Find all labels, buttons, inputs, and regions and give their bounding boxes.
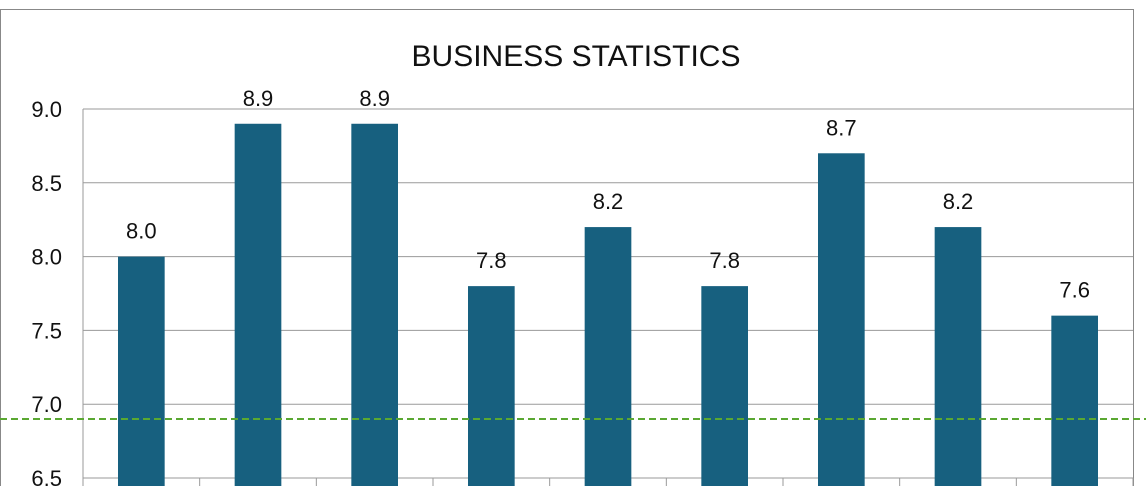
- bar-data-label: 7.8: [476, 248, 507, 273]
- y-tick-label: 7.5: [31, 318, 62, 343]
- bar-data-label: 8.2: [593, 189, 624, 214]
- bar: [234, 123, 282, 491]
- bar-data-label: 7.6: [1059, 278, 1090, 303]
- bar: [701, 286, 748, 491]
- y-tick-label: 8.5: [31, 171, 62, 196]
- chart-title: BUSINESS STATISTICS: [412, 40, 741, 73]
- y-tick-label: 7.0: [31, 392, 62, 417]
- bar-data-label: 8.9: [243, 86, 274, 111]
- bar-data-label: 8.2: [943, 189, 974, 214]
- bars: [118, 123, 1098, 491]
- y-tick-label: 6.5: [31, 466, 62, 486]
- bar-data-label: 8.7: [826, 115, 857, 140]
- bar: [934, 227, 982, 491]
- bar: [118, 256, 165, 491]
- bar-data-label: 7.8: [709, 248, 740, 273]
- bar: [351, 123, 398, 491]
- bar-data-label: 8.0: [126, 219, 157, 244]
- bar-data-label: 8.9: [359, 86, 390, 111]
- y-tick-label: 9.0: [31, 97, 62, 122]
- bar: [584, 227, 632, 491]
- y-tick-label: 8.0: [31, 245, 62, 270]
- bar: [818, 153, 865, 491]
- bar-data-labels: 8.0 8.9 8.9 7.8 8.2 7.8 8.7 8.2 7.6: [126, 86, 1090, 303]
- bar: [1051, 315, 1098, 491]
- bar: [468, 286, 515, 491]
